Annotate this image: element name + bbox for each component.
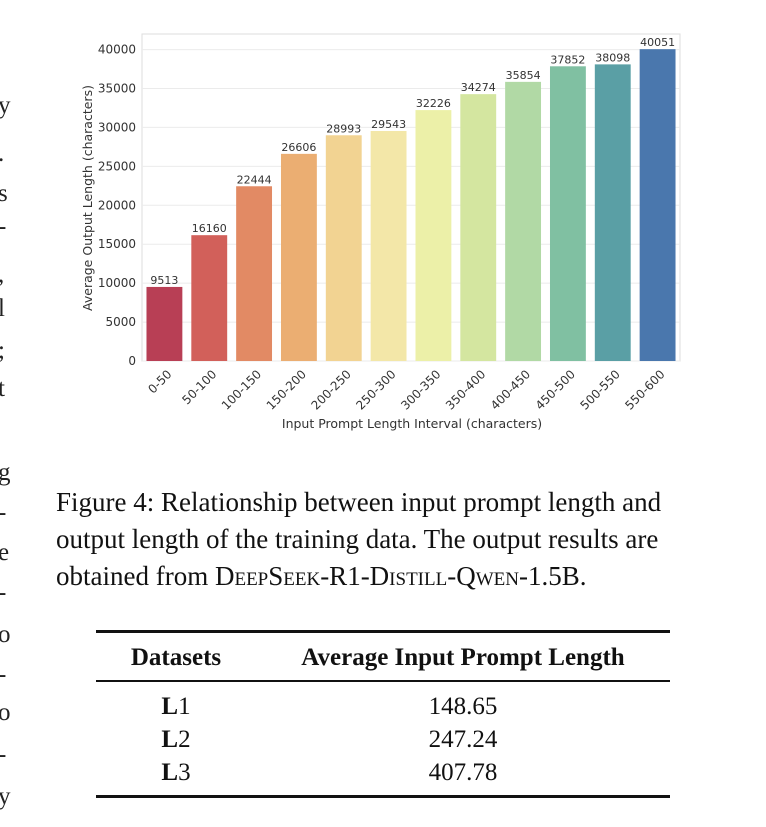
x-tick-label: 150-200	[264, 367, 309, 412]
y-tick-label: 0	[128, 354, 136, 368]
edge-fragment: -	[0, 500, 6, 525]
dataset-cell: L2	[96, 723, 256, 756]
table-row: L2 247.24	[96, 723, 670, 756]
edge-fragment: ;	[0, 338, 5, 363]
data-label: 9513	[150, 274, 178, 287]
header-datasets: Datasets	[96, 630, 256, 682]
data-label: 16160	[192, 222, 227, 235]
x-tick-label: 250-300	[353, 367, 398, 412]
edge-fragment: y	[0, 783, 11, 810]
header-average-input-prompt-length: Average Input Prompt Length	[256, 630, 670, 682]
edge-fragment: ,	[0, 262, 4, 287]
bar	[325, 135, 362, 361]
table-row: L3 407.78	[96, 756, 670, 789]
bar	[415, 110, 452, 362]
edge-fragment: y	[0, 92, 11, 119]
edge-fragment: -	[0, 580, 6, 605]
dataset-letter: L	[161, 759, 179, 786]
data-labels: 9513 16160 22444 26606 28993 29543 32226 34274 3…	[150, 36, 675, 287]
y-axis-ticks: 0 5000 10000 15000 20000 25000 30000 35000 40000	[98, 43, 136, 368]
x-tick-label: 500-550	[578, 367, 623, 412]
caption-line-2: output length of the training data. The …	[56, 524, 659, 554]
data-label: 26606	[281, 141, 316, 154]
y-tick-label: 15000	[98, 237, 136, 251]
value-cell: 247.24	[428, 726, 498, 753]
edge-fragment: -	[0, 214, 6, 239]
y-tick-label: 30000	[98, 120, 136, 134]
bar	[549, 66, 586, 362]
edge-fragment: t	[0, 375, 5, 402]
data-label: 22444	[237, 173, 272, 186]
data-label: 40051	[640, 36, 675, 49]
y-axis-title: Average Output Length (characters)	[80, 85, 95, 311]
x-tick-label: 50-100	[179, 367, 219, 407]
caption-line-3-suffix: .	[579, 561, 587, 591]
y-tick-label: 35000	[98, 82, 136, 96]
bar	[280, 153, 317, 361]
x-tick-label: 400-450	[488, 367, 533, 412]
edge-fragment: e	[0, 539, 10, 566]
x-tick-label: 100-150	[219, 367, 264, 412]
data-label: 35854	[506, 69, 541, 82]
bar	[594, 64, 631, 362]
data-label: 28993	[326, 122, 361, 135]
bar	[639, 49, 676, 362]
bar-chart: 0 5000 10000 15000 20000 25000 30000 35000 40000…	[80, 33, 681, 431]
data-label: 34274	[461, 81, 496, 94]
dataset-number: 2	[178, 726, 191, 753]
x-axis-ticks: 0-50 50-100 100-150 150-200 200-250 250-300 30…	[145, 367, 667, 412]
x-axis-title: Input Prompt Length Interval (characters…	[282, 416, 542, 431]
x-tick-label: 300-350	[398, 367, 443, 412]
bar	[191, 235, 228, 361]
datasets-table: Datasets Average Input Prompt Length L1 …	[96, 630, 670, 789]
bar	[460, 94, 497, 361]
edge-fragment: g	[0, 459, 11, 486]
table-row: L1 148.65	[96, 681, 670, 723]
edge-fragment: o	[0, 699, 11, 726]
x-tick-label: 350-400	[443, 367, 488, 412]
bar	[236, 186, 273, 361]
value-cell: 148.65	[428, 693, 498, 720]
value-cell: 407.78	[428, 759, 498, 786]
dataset-cell: L1	[96, 681, 256, 723]
gridlines	[142, 49, 680, 362]
bar	[505, 81, 542, 361]
table-bottom-rule	[96, 795, 670, 798]
y-tick-label: 5000	[105, 315, 136, 329]
caption-line-3: obtained from DeepSeek-R1-Distill-Qwen-1…	[56, 558, 736, 595]
dataset-letter: L	[161, 693, 179, 720]
edge-fragment: .	[0, 141, 4, 166]
y-tick-label: 20000	[98, 198, 136, 212]
data-label: 37852	[550, 53, 585, 66]
x-tick-label: 550-600	[622, 367, 667, 412]
edge-fragment: -	[0, 662, 6, 687]
dataset-cell: L3	[96, 756, 256, 789]
dataset-letter: L	[161, 726, 179, 753]
y-tick-label: 25000	[98, 159, 136, 173]
table-header-row: Datasets Average Input Prompt Length	[96, 630, 670, 682]
x-tick-label: 200-250	[309, 367, 354, 412]
y-tick-label: 10000	[98, 276, 136, 290]
data-label: 38098	[595, 51, 630, 64]
x-tick-label: 0-50	[145, 367, 174, 396]
model-name: DeepSeek-R1-Distill-Qwen-1.5B	[214, 561, 580, 591]
data-label: 32226	[416, 97, 451, 110]
bars	[146, 49, 676, 362]
edge-fragment: -	[0, 742, 6, 767]
dataset-number: 1	[178, 693, 191, 720]
bar	[370, 130, 407, 361]
dataset-number: 3	[178, 759, 191, 786]
data-label: 29543	[371, 118, 406, 131]
edge-fragment: s	[0, 180, 8, 207]
edge-fragment: l	[0, 295, 5, 322]
figure-caption: Figure 4: Relationship between input pro…	[56, 484, 736, 595]
x-tick-label: 450-500	[533, 367, 578, 412]
caption-line-3-prefix: obtained from	[56, 561, 215, 591]
bar	[146, 286, 183, 361]
caption-line-1: Figure 4: Relationship between input pro…	[56, 487, 662, 517]
edge-fragment: o	[0, 621, 11, 648]
y-tick-label: 40000	[98, 43, 136, 57]
